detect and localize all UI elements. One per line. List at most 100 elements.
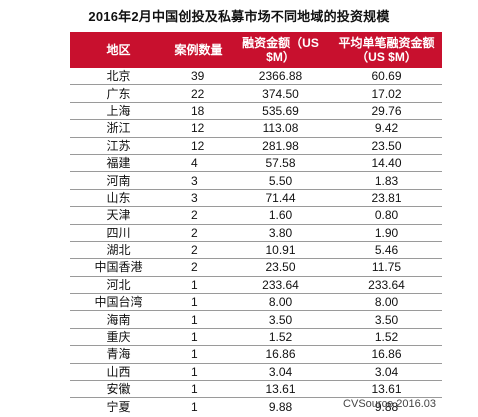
cell-amount: 13.61 <box>230 380 331 399</box>
table-row: 中国台湾 1 8.00 8.00 <box>70 293 442 312</box>
cell-avg: 1.83 <box>331 171 442 190</box>
cell-amount: 3.80 <box>230 224 331 242</box>
cell-region: 四川 <box>70 224 167 242</box>
cell-amount: 2366.88 <box>230 68 331 86</box>
page-title: 2016年2月中国创投及私募市场不同地域的投资规模 <box>88 9 390 24</box>
cell-count: 12 <box>167 137 230 155</box>
cell-avg: 11.75 <box>331 258 442 277</box>
cell-region: 上海 <box>70 102 167 121</box>
table-row: 北京 39 2366.88 60.69 <box>70 68 442 86</box>
cell-count: 39 <box>167 68 230 86</box>
source-note: CVSource 2016.03 <box>343 398 436 410</box>
cell-avg: 5.46 <box>331 241 442 260</box>
cell-count: 1 <box>167 380 230 399</box>
table-row: 山西 1 3.04 3.04 <box>70 363 442 382</box>
table-row: 海南 1 3.50 3.50 <box>70 310 442 329</box>
table-row: 四川 2 3.80 1.90 <box>70 224 442 242</box>
cell-count: 2 <box>167 241 230 260</box>
cell-region: 湖北 <box>70 241 167 260</box>
cell-region: 宁夏 <box>106 399 131 414</box>
cell-count: 2 <box>167 206 230 225</box>
cell-amount: 233.64 <box>230 276 331 295</box>
cell-avg: 1.90 <box>331 224 442 242</box>
cell-avg: 16.86 <box>331 345 442 364</box>
table-row: 宁夏 1 9.88 9.88 <box>70 398 442 415</box>
header-avg-line2: （US $M） <box>356 50 417 64</box>
cell-amount: 1.60 <box>230 206 331 225</box>
table-body: 北京 39 2366.88 60.69 广东 22 374.50 17.02 上海 18 535.6… <box>70 68 442 415</box>
cell-region: 重庆 <box>70 328 167 347</box>
table-row: 天津 2 1.60 0.80 <box>70 206 442 225</box>
cell-avg: 3.04 <box>331 363 442 382</box>
cell-count: 2 <box>167 224 230 242</box>
cell-count: 3 <box>167 189 230 208</box>
table-row: 福建 4 57.58 14.40 <box>70 154 442 173</box>
cell-avg: 1.52 <box>331 328 442 347</box>
cell-avg: 17.02 <box>331 84 442 103</box>
cell-region: 中国香港 <box>70 258 167 277</box>
cell-count: 1 <box>167 293 230 312</box>
header-avg-line1: 平均单笔融资金额 <box>338 36 435 50</box>
cell-avg: 0.80 <box>331 206 442 225</box>
table-row: 河南 3 5.50 1.83 <box>70 171 442 190</box>
cell-amount: 535.69 <box>230 102 331 121</box>
cell-amount: 71.44 <box>230 189 331 208</box>
cell-count: 1 <box>167 345 230 364</box>
cell-amount: 374.50 <box>230 84 331 103</box>
cell-avg: 9.88 <box>374 399 399 414</box>
cell-amount: 16.86 <box>230 345 331 364</box>
table-header-row: 地区 案例数量 融资金额（US $M） 平均单笔融资金额 （US $M） <box>70 32 442 68</box>
cell-avg: 23.50 <box>331 137 442 155</box>
cell-region: 北京 <box>70 68 167 86</box>
cell-avg: 233.64 <box>331 276 442 295</box>
table-row: 河北 1 233.64 233.64 <box>70 276 442 295</box>
table-row: 江苏 12 281.98 23.50 <box>70 137 442 155</box>
cell-region: 青海 <box>70 345 167 364</box>
table-row: 浙江 12 113.08 9.42 <box>70 119 442 138</box>
cell-region: 安徽 <box>70 380 167 399</box>
header-count: 案例数量 <box>167 32 230 68</box>
header-amount-line1: 融资金额（US <box>242 36 319 50</box>
header-amount-line2: $M） <box>266 50 295 64</box>
cell-avg: 23.81 <box>331 189 442 208</box>
cell-amount: 281.98 <box>230 137 331 155</box>
cell-region: 广东 <box>70 84 167 103</box>
table-row: 安徽 1 13.61 13.61 <box>70 380 442 399</box>
cell-avg: 60.69 <box>331 68 442 86</box>
cell-amount: 5.50 <box>230 171 331 190</box>
cell-amount: 1.52 <box>230 328 331 347</box>
cell-region: 天津 <box>70 206 167 225</box>
cell-region: 中国台湾 <box>70 293 167 312</box>
cell-avg: 13.61 <box>331 380 442 399</box>
cell-count: 1 <box>167 310 230 329</box>
cell-region: 河南 <box>70 171 167 190</box>
cell-region: 浙江 <box>70 119 167 138</box>
table-row: 中国香港 2 23.50 11.75 <box>70 258 442 277</box>
cell-count: 1 <box>167 328 230 347</box>
table-row: 青海 1 16.86 16.86 <box>70 345 442 364</box>
cell-region: 河北 <box>70 276 167 295</box>
cell-count: 1 <box>191 399 198 414</box>
table-row: 湖北 2 10.91 5.46 <box>70 241 442 260</box>
cell-amount: 8.00 <box>230 293 331 312</box>
cell-amount: 57.58 <box>230 154 331 173</box>
cell-region: 山东 <box>70 189 167 208</box>
cell-count: 1 <box>167 363 230 382</box>
cell-avg: 3.50 <box>331 310 442 329</box>
cell-count: 2 <box>167 258 230 277</box>
cell-amount: 23.50 <box>230 258 331 277</box>
cell-region: 福建 <box>70 154 167 173</box>
investment-table: 地区 案例数量 融资金额（US $M） 平均单笔融资金额 （US $M） 北京 3… <box>70 32 442 415</box>
cell-avg: 29.76 <box>331 102 442 121</box>
header-region: 地区 <box>70 32 167 68</box>
cell-count: 3 <box>167 171 230 190</box>
cell-count: 22 <box>167 84 230 103</box>
table-row: 山东 3 71.44 23.81 <box>70 189 442 208</box>
header-amount: 融资金额（US $M） <box>230 32 331 68</box>
cell-count: 12 <box>167 119 230 138</box>
cell-amount: 10.91 <box>230 241 331 260</box>
cell-amount: 3.50 <box>230 310 331 329</box>
cell-count: 1 <box>167 276 230 295</box>
cell-count: 4 <box>167 154 230 173</box>
cell-count: 18 <box>167 102 230 121</box>
